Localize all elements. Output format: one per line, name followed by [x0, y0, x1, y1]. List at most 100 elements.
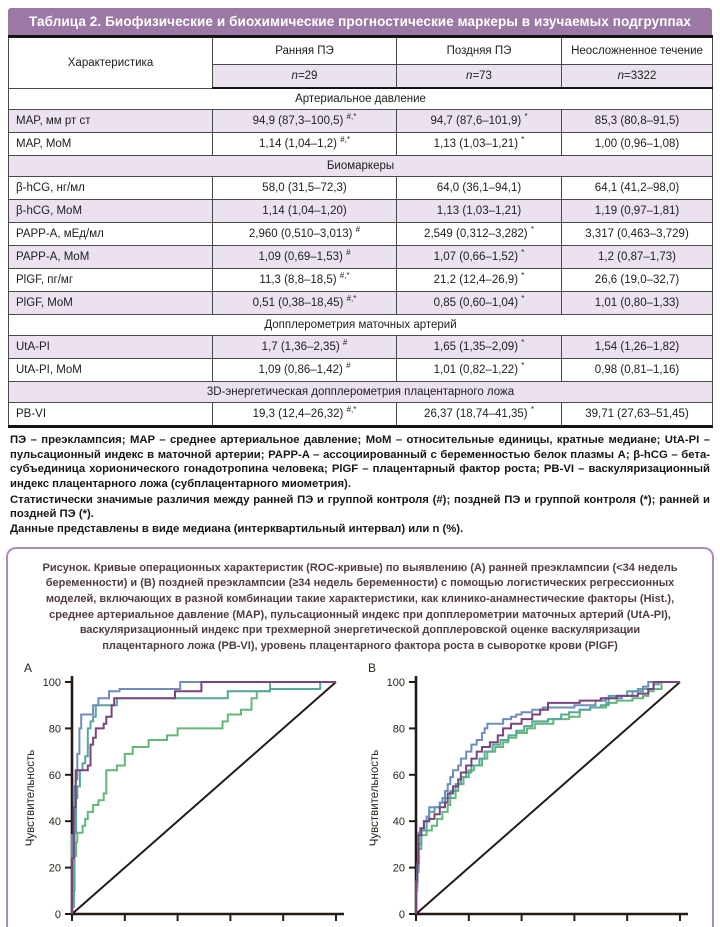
table-row: PAPP-A, MoM 1,09 (0,69–1,53) #1,07 (0,66–…	[8, 245, 713, 269]
count-late-pe: n=73	[396, 64, 562, 89]
figure-caption: Рисунок. Кривые операционных характерист…	[42, 561, 678, 652]
table-row: UtA-PI 1,7 (1,36–2,35) #1,65 (1,35–2,09) …	[8, 335, 713, 359]
markers-table: Характеристика Ранняя ПЭ Поздняя ПЭ Неос…	[8, 35, 713, 428]
value-cell: 1,01 (0,82–1,22) *	[396, 358, 562, 382]
panel-label: А	[24, 661, 32, 675]
y-axis-title: Чувствительность	[369, 750, 381, 847]
table-header-row: Характеристика Ранняя ПЭ Поздняя ПЭ Неос…	[8, 36, 713, 89]
value-cell: 1,14 (1,04–1,2) #,*	[212, 132, 397, 156]
roc-chart-panel-b: В020406080100020406080100Чувствительност…	[364, 660, 708, 927]
value-cell: 1,13 (1,03–1,21) *	[396, 132, 562, 156]
green-curve	[71, 681, 336, 915]
value-cell: 64,1 (41,2–98,0)	[561, 176, 713, 200]
y-tick-label: 40	[393, 817, 405, 829]
row-label: MAP, MoM	[8, 132, 213, 156]
count-early-pe: n=29	[212, 64, 397, 89]
value-cell: 19,3 (12,4–26,32) #,*	[212, 402, 397, 427]
row-label: MAP, мм рт ст	[8, 109, 213, 133]
table-counts-row: n=29 n=73 n=3322	[9, 64, 713, 89]
row-label: UtA-PI	[8, 335, 213, 359]
value-cell: 2,960 (0,510–3,013) #	[212, 222, 397, 246]
y-tick-label: 80	[49, 724, 61, 736]
row-label: PB-VI	[8, 402, 213, 427]
value-cell: 39,71 (27,63–51,45)	[561, 402, 713, 427]
value-cell: 1,2 (0,87–1,73)	[561, 245, 713, 269]
y-tick-label: 0	[55, 909, 61, 921]
value-cell: 1,7 (1,36–2,35) #	[212, 335, 397, 359]
table-row: PAPP-A, мЕд/мл 2,960 (0,510–3,013) #2,549…	[8, 222, 713, 246]
value-cell: 0,51 (0,38–18,45) #,*	[212, 291, 397, 315]
figure-box: Рисунок. Кривые операционных характерист…	[6, 546, 714, 927]
table-row: β-hCG, нг/мл 58,0 (31,5–72,3) 64,0 (36,1–9…	[8, 176, 713, 200]
col-header-uncomplicated: Неосложненное течение	[561, 36, 713, 65]
green-curve	[415, 681, 680, 915]
footnote-significance: Статистически значимые различия между ра…	[10, 493, 710, 521]
value-cell: 1,01 (0,80–1,33)	[561, 291, 713, 315]
count-uncomplicated: n=3322	[561, 64, 713, 89]
footnote-abbreviations: ПЭ – преэклампсия; MAP – среднее артериа…	[10, 434, 710, 491]
table-row: MAP, мм рт ст 94,9 (87,3–100,5) #,* 94,7 (…	[8, 109, 713, 133]
y-tick-label: 100	[43, 677, 61, 689]
section-row: 3D-энергетическая допплерометрия плацент…	[8, 381, 713, 403]
teal-curve	[71, 681, 336, 915]
row-label: PAPP-A, мЕд/мл	[8, 222, 213, 246]
section-label: Артериальное давление	[8, 87, 713, 110]
value-cell: 1,07 (0,66–1,52) *	[396, 245, 562, 269]
value-cell: 1,19 (0,97–1,81)	[561, 199, 713, 223]
value-cell: 0,85 (0,60–1,04) *	[396, 291, 562, 315]
table-title: Таблица 2. Биофизические и биохимические…	[8, 8, 712, 35]
value-cell: 26,6 (19,0–32,7)	[561, 268, 713, 292]
value-cell: 1,00 (0,96–1,08)	[561, 132, 713, 156]
y-tick-label: 60	[393, 770, 405, 782]
row-label: β-hCG, нг/мл	[8, 176, 213, 200]
reference-diagonal	[415, 681, 681, 916]
section-row: Артериальное давление	[8, 87, 713, 110]
value-cell: 1,65 (1,35–2,09) *	[396, 335, 562, 359]
section-label: Допплерометрия маточных артерий	[8, 314, 713, 336]
value-cell: 1,09 (0,86–1,42) #	[212, 358, 397, 382]
value-cell: 1,14 (1,04–1,20)	[212, 199, 397, 223]
y-tick-label: 100	[387, 677, 405, 689]
col-header-late-pe: Поздняя ПЭ	[396, 36, 562, 65]
roc-chart-panel-a: А020406080100020406080100Чувствительност…	[20, 660, 364, 927]
row-label: UtA-PI, MoM	[8, 358, 213, 382]
section-label: 3D-энергетическая допплерометрия плацент…	[8, 381, 713, 403]
value-cell: 64,0 (36,1–94,1)	[396, 176, 562, 200]
table-row: PlGF, MoM 0,51 (0,38–18,45) #,* 0,85 (0,60…	[8, 291, 713, 315]
y-tick-label: 80	[393, 724, 405, 736]
section-row: Допплерометрия маточных артерий	[8, 314, 713, 336]
value-cell: 0,98 (0,81–1,16)	[561, 358, 713, 382]
row-label: PlGF, MoM	[8, 291, 213, 315]
section-row: Биомаркеры	[8, 155, 713, 177]
value-cell: 3,317 (0,463–3,729)	[561, 222, 713, 246]
row-label: β-hCG, MoM	[8, 199, 213, 223]
value-cell: 2,549 (0,312–3,282) *	[396, 222, 562, 246]
row-label: PlGF, пг/мг	[8, 268, 213, 292]
value-cell: 1,09 (0,69–1,53) #	[212, 245, 397, 269]
y-tick-label: 0	[399, 909, 405, 921]
y-axis-title: Чувствительность	[25, 750, 37, 847]
purple-curve	[71, 681, 336, 915]
panel-label: В	[368, 661, 376, 675]
charts-row: А 0 20 40 60 80 100 0 20 40 60 80 100 Чувствительност…	[16, 660, 704, 927]
value-cell: 94,7 (87,6–101,9) *	[396, 109, 562, 133]
table-row: β-hCG, MoM 1,14 (1,04–1,20) 1,13 (1,03–1,2…	[8, 199, 713, 223]
value-cell: 26,37 (18,74–41,35) *	[396, 402, 562, 427]
value-cell: 1,54 (1,26–1,82)	[561, 335, 713, 359]
y-tick-label: 20	[49, 863, 61, 875]
value-cell: 11,3 (8,8–18,5) #,*	[212, 268, 397, 292]
value-cell: 94,9 (87,3–100,5) #,*	[212, 109, 397, 133]
col-header-characteristic: Характеристика	[8, 36, 213, 89]
reference-diagonal	[71, 681, 337, 916]
y-tick-label: 60	[49, 770, 61, 782]
purple-curve	[415, 681, 680, 915]
table-footnote: ПЭ – преэклампсия; MAP – среднее артериа…	[10, 433, 710, 537]
value-cell: 85,3 (80,8–91,5)	[561, 109, 713, 133]
blue-curve	[415, 681, 680, 915]
value-cell: 58,0 (31,5–72,3)	[212, 176, 397, 200]
table-row: PlGF, пг/мг 11,3 (8,8–18,5) #,* 21,2 (12,4…	[8, 268, 713, 292]
value-cell: 21,2 (12,4–26,9) *	[396, 268, 562, 292]
value-cell: 1,13 (1,03–1,21)	[396, 199, 562, 223]
section-label: Биомаркеры	[8, 155, 713, 177]
